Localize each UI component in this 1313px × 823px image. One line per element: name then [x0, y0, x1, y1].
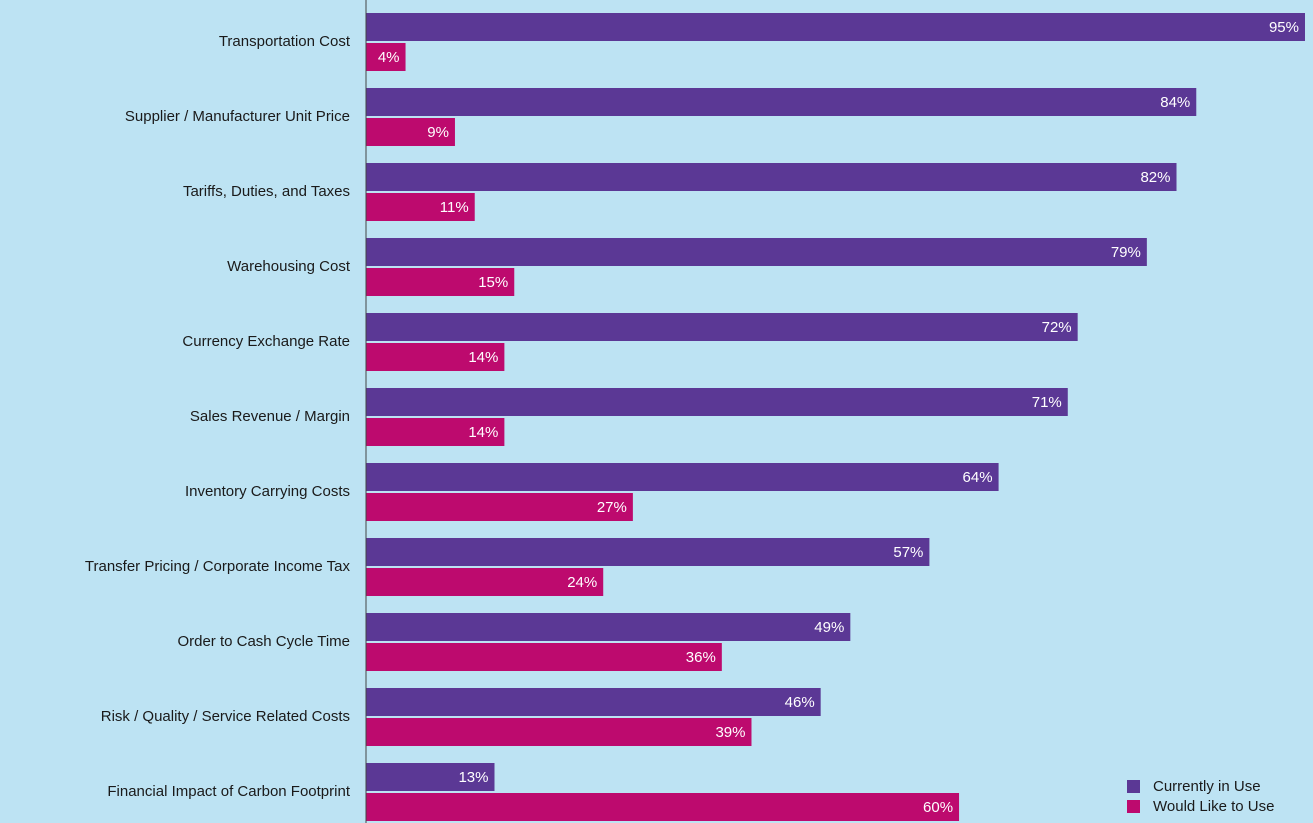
- bar: [366, 193, 475, 221]
- bar: [366, 568, 604, 596]
- bar: [366, 688, 821, 716]
- category-label: Supplier / Manufacturer Unit Price: [125, 108, 350, 125]
- legend-label: Currently in Use: [1153, 778, 1261, 795]
- value-label: 95%: [1269, 19, 1299, 36]
- value-label: 13%: [458, 769, 488, 786]
- category-label: Currency Exchange Rate: [182, 333, 350, 350]
- bar: [366, 418, 505, 446]
- value-label: 71%: [1032, 394, 1062, 411]
- value-label: 84%: [1160, 94, 1190, 111]
- value-label: 39%: [715, 724, 745, 741]
- bar: [366, 268, 515, 296]
- value-label: 14%: [468, 349, 498, 366]
- value-label: 11%: [440, 199, 469, 216]
- bar: [366, 643, 722, 671]
- category-label: Risk / Quality / Service Related Costs: [101, 708, 350, 725]
- bar: [366, 88, 1197, 116]
- category-label: Transportation Cost: [219, 33, 351, 50]
- legend-swatch: [1127, 780, 1140, 793]
- category-label: Order to Cash Cycle Time: [177, 633, 350, 650]
- bar: [366, 118, 455, 146]
- value-label: 9%: [427, 124, 449, 141]
- bar: [366, 613, 851, 641]
- category-label: Transfer Pricing / Corporate Income Tax: [85, 558, 351, 575]
- bar: [366, 463, 999, 491]
- bar: [366, 718, 752, 746]
- bar: [366, 313, 1078, 341]
- bar: [366, 538, 930, 566]
- category-label: Inventory Carrying Costs: [185, 483, 350, 500]
- category-label: Tariffs, Duties, and Taxes: [183, 183, 350, 200]
- value-label: 24%: [567, 574, 597, 591]
- bar: [366, 343, 505, 371]
- value-label: 79%: [1111, 244, 1141, 261]
- bar: [366, 493, 633, 521]
- bar: [366, 43, 406, 71]
- value-label: 14%: [468, 424, 498, 441]
- bar: [366, 763, 495, 791]
- bar: [366, 163, 1177, 191]
- bar: [366, 13, 1305, 41]
- category-label: Sales Revenue / Margin: [190, 408, 350, 425]
- value-label: 36%: [686, 649, 716, 666]
- value-label: 49%: [814, 619, 844, 636]
- category-label: Warehousing Cost: [227, 258, 351, 275]
- value-label: 82%: [1140, 169, 1170, 186]
- bar: [366, 238, 1147, 266]
- bar: [366, 793, 960, 821]
- value-label: 64%: [963, 469, 993, 486]
- value-label: 15%: [478, 274, 508, 291]
- bar: [366, 388, 1068, 416]
- legend-swatch: [1127, 800, 1140, 813]
- value-label: 72%: [1042, 319, 1072, 336]
- value-label: 46%: [785, 694, 815, 711]
- value-label: 60%: [923, 799, 953, 816]
- category-label: Financial Impact of Carbon Footprint: [107, 783, 350, 800]
- value-label: 57%: [893, 544, 923, 561]
- value-label: 4%: [378, 49, 400, 66]
- value-label: 27%: [597, 499, 627, 516]
- legend-label: Would Like to Use: [1153, 798, 1274, 815]
